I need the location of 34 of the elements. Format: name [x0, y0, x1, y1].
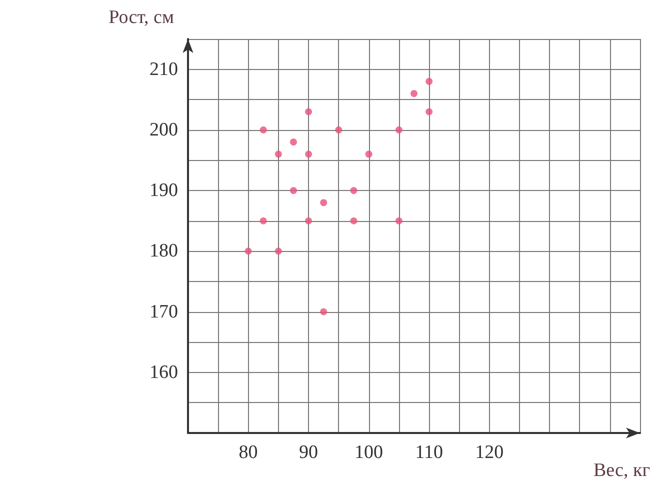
- y-tick-label: 210: [150, 58, 178, 80]
- x-tick-label: 120: [475, 442, 504, 463]
- y-tick-label: 170: [150, 301, 178, 322]
- point: [335, 126, 342, 134]
- point: [274, 248, 282, 255]
- point: [320, 308, 328, 316]
- point: [365, 150, 372, 158]
- y-tick-label: 160: [150, 362, 178, 383]
- y-tick-label: 200: [150, 119, 178, 140]
- point: [410, 90, 418, 98]
- point: [305, 150, 312, 158]
- x-tick-label: 90: [299, 442, 318, 463]
- point: [395, 217, 402, 224]
- point: [260, 126, 267, 134]
- point: [274, 150, 282, 158]
- point: [290, 138, 297, 146]
- point: [350, 217, 358, 224]
- point: [244, 248, 252, 255]
- point: [350, 187, 358, 194]
- point: [426, 108, 433, 116]
- point: [395, 126, 402, 134]
- point: [320, 199, 328, 206]
- x-tick-label: 110: [415, 442, 443, 463]
- y-tick-label: 180: [150, 240, 178, 262]
- point: [426, 78, 433, 85]
- x-axis-title: Вес, кг: [593, 460, 650, 481]
- point: [260, 217, 267, 224]
- x-tick-label: 100: [354, 442, 384, 463]
- y-axis-title: Рост, см: [108, 7, 174, 28]
- point: [305, 108, 312, 116]
- point: [305, 217, 312, 224]
- y-tick-label: 190: [150, 180, 178, 202]
- point: [290, 187, 297, 194]
- x-tick-label: 80: [238, 442, 258, 463]
